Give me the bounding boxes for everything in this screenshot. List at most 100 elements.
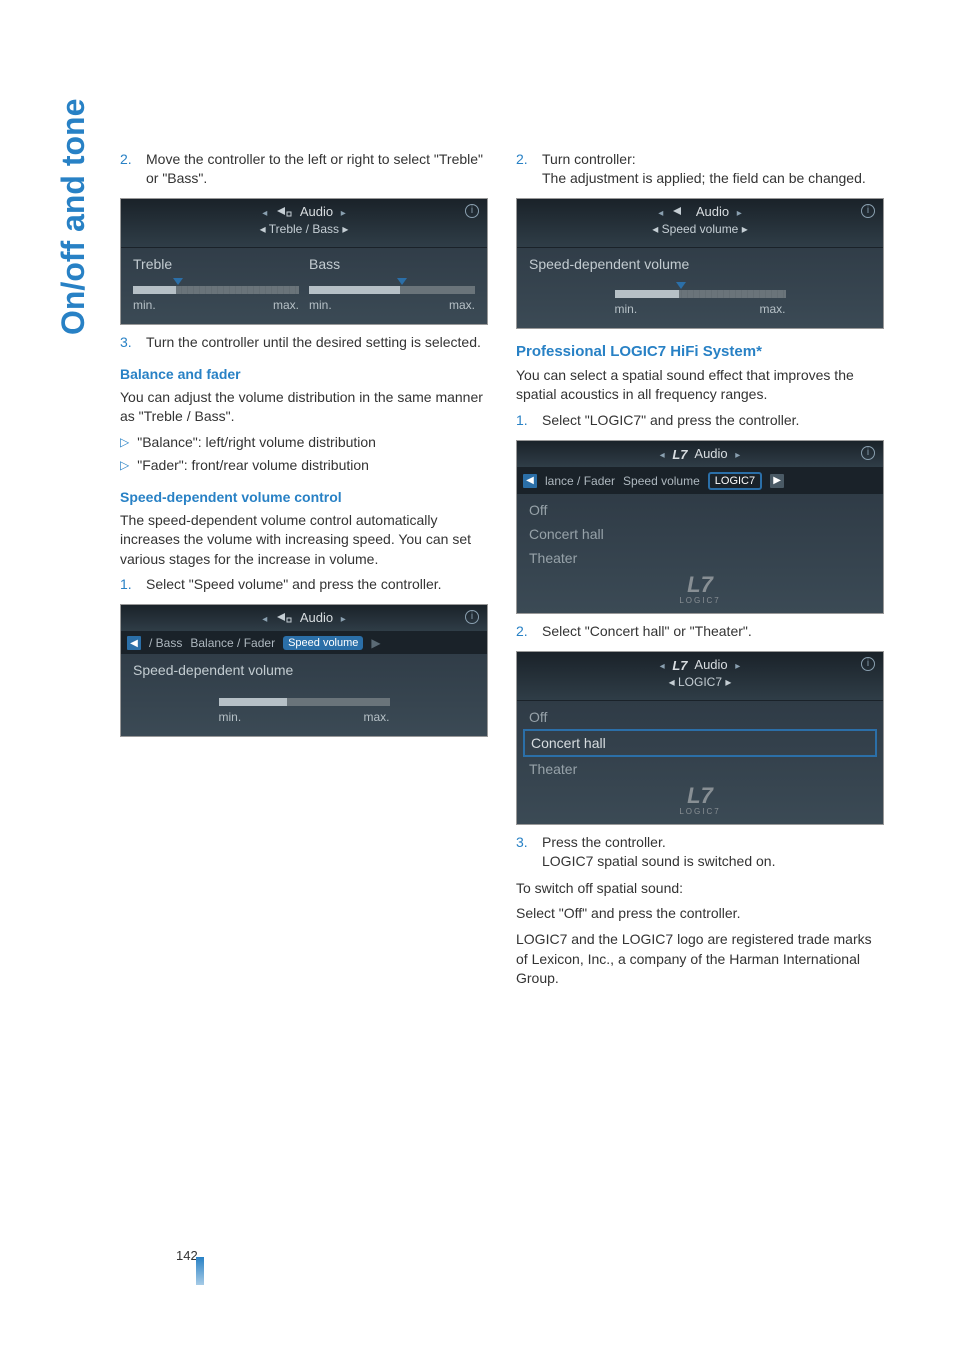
tab-speed-volume: Speed volume <box>283 636 363 650</box>
left-step-2: 2. Move the controller to the left or ri… <box>120 150 488 188</box>
subheader-label: Speed volume <box>662 222 739 236</box>
bullet-fader: ▷ "Fader": front/rear volume distribution <box>120 456 488 475</box>
step-text: Select "LOGIC7" and press the controller… <box>542 411 799 430</box>
logic7-logo: L7 <box>517 574 883 596</box>
bullet-text: "Balance": left/right volume distributio… <box>137 433 376 452</box>
page-mark <box>196 1257 204 1285</box>
step-number: 2. <box>516 622 532 641</box>
heading-logic7: Professional LOGIC7 HiFi System* <box>516 343 884 360</box>
max-label: max. <box>759 302 785 316</box>
para-off-2: Select "Off" and press the controller. <box>516 904 884 924</box>
treble-slider <box>133 286 299 294</box>
bass-label: Bass <box>309 256 475 272</box>
header-audio: Audio <box>300 610 333 625</box>
max-label: max. <box>273 298 299 312</box>
tab-speed-volume: Speed volume <box>623 474 700 488</box>
arrow-right-icon: ▸ <box>337 614 350 625</box>
step-text: Move the controller to the left or right… <box>146 150 488 188</box>
audio-icon <box>275 611 293 626</box>
para-balance: You can adjust the volume distribution i… <box>120 388 488 427</box>
tab-left-icon: ◀ <box>127 636 141 650</box>
tab-right-icon: ▶ <box>770 474 784 488</box>
triangle-icon: ▷ <box>120 434 129 453</box>
audio-icon <box>275 205 293 220</box>
min-label: min. <box>133 298 156 312</box>
header-audio: Audio <box>300 204 333 219</box>
logic7-header-icon: L7 <box>672 447 687 462</box>
arrow-right-icon: ▸ <box>731 450 744 461</box>
info-icon: i <box>861 446 875 460</box>
arrow-left-icon: ◂ <box>258 614 271 625</box>
heading-speed-volume: Speed-dependent volume control <box>120 489 488 505</box>
min-label: min. <box>309 298 332 312</box>
bass-slider <box>309 286 475 294</box>
max-label: max. <box>363 710 389 724</box>
list-off: Off <box>523 705 877 729</box>
logic7-logo-sub: LOGIC7 <box>517 807 883 816</box>
header-audio: Audio <box>694 446 727 461</box>
subheader-text: ◂ <box>260 222 269 236</box>
arrow-left-icon: ◂ <box>654 208 667 219</box>
info-icon: i <box>465 204 479 218</box>
step-number: 2. <box>120 150 136 188</box>
speed-label: Speed-dependent volume <box>133 662 475 678</box>
subheader-text: ▸ <box>339 222 348 236</box>
arrow-right-icon: ▸ <box>733 208 746 219</box>
para-speed: The speed-dependent volume control autom… <box>120 511 488 570</box>
step-text: Select "Concert hall" or "Theater". <box>542 622 752 641</box>
screenshot-treble-bass: ◂ Audio ▸ i ◂ Treble / Bass ▸ Treble <box>120 198 488 325</box>
arrow-right-icon: ▸ <box>731 661 744 672</box>
list-concert-hall: Concert hall <box>523 729 877 757</box>
screenshot-speed-simple: ◂ Audio ▸ i ◂ Speed volume ▸ Speed-depen… <box>516 198 884 329</box>
min-label: min. <box>219 710 242 724</box>
subheader-label: LOGIC7 <box>678 675 722 689</box>
left-column: 2. Move the controller to the left or ri… <box>120 150 488 995</box>
arrow-left-icon: ◂ <box>656 450 669 461</box>
heading-balance-fader: Balance and fader <box>120 366 488 382</box>
info-icon: i <box>465 610 479 624</box>
step-number: 3. <box>120 333 136 352</box>
screenshot-speed-tabs: ◂ Audio ▸ i ◀ / Bass Balance / Fader Spe… <box>120 604 488 737</box>
info-icon: i <box>861 657 875 671</box>
para-trademark: LOGIC7 and the LOGIC7 logo are registere… <box>516 930 884 989</box>
subheader-label: Treble / Bass <box>269 222 339 236</box>
bullet-balance: ▷ "Balance": left/right volume distributi… <box>120 433 488 452</box>
step-number: 2. <box>516 150 532 188</box>
list-off: Off <box>523 498 877 522</box>
step-text: Select "Speed volume" and press the cont… <box>146 575 442 594</box>
bullet-text: "Fader": front/rear volume distribution <box>137 456 369 475</box>
right-step-2: 2. Turn controller:The adjustment is app… <box>516 150 884 188</box>
tab-balance-fader: Balance / Fader <box>190 636 275 650</box>
arrow-left-icon: ◂ <box>258 208 271 219</box>
right-logic-step-1: 1. Select "LOGIC7" and press the control… <box>516 411 884 430</box>
tab-balance-fader: lance / Fader <box>545 474 615 488</box>
step-number: 1. <box>516 411 532 430</box>
logic7-header-icon: L7 <box>672 658 687 673</box>
list-theater: Theater <box>523 757 877 781</box>
list-concert-hall: Concert hall <box>523 522 877 546</box>
screenshot-logic7-tabs: ◂ L7 Audio ▸ i ◀ lance / Fader Speed vol… <box>516 440 884 614</box>
tab-left-icon: ◀ <box>523 474 537 488</box>
info-icon: i <box>861 204 875 218</box>
step-number: 3. <box>516 833 532 871</box>
para-off-1: To switch off spatial sound: <box>516 879 884 899</box>
logic7-logo-sub: LOGIC7 <box>517 596 883 605</box>
right-column: 2. Turn controller:The adjustment is app… <box>516 150 884 995</box>
speed-slider <box>615 290 786 298</box>
speed-slider <box>219 698 390 706</box>
step-text: Turn the controller until the desired se… <box>146 333 481 352</box>
list-theater: Theater <box>523 546 877 570</box>
tab-right-icon: ▶ <box>371 636 380 650</box>
triangle-icon: ▷ <box>120 457 129 476</box>
speed-label: Speed-dependent volume <box>529 256 871 272</box>
screenshot-logic7-list: ◂ L7 Audio ▸ i ◂ LOGIC7 ▸ Off Concert ha… <box>516 651 884 825</box>
tab-bass: / Bass <box>149 636 182 650</box>
arrow-right-icon: ▸ <box>337 208 350 219</box>
step-number: 1. <box>120 575 136 594</box>
step-text: Turn controller:The adjustment is applie… <box>542 150 866 188</box>
right-logic-step-2: 2. Select "Concert hall" or "Theater". <box>516 622 884 641</box>
header-audio: Audio <box>694 657 727 672</box>
right-logic-step-3: 3. Press the controller.LOGIC7 spatial s… <box>516 833 884 871</box>
logic7-logo: L7 <box>517 785 883 807</box>
max-label: max. <box>449 298 475 312</box>
